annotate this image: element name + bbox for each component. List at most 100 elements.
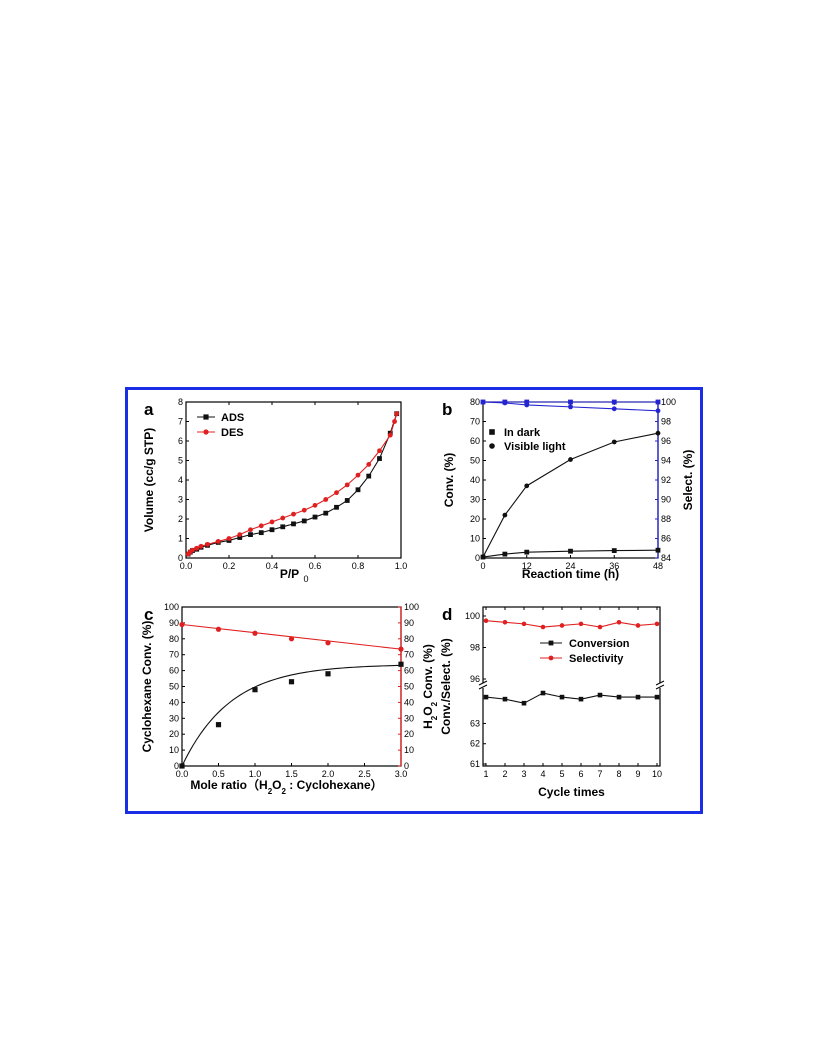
panel-a-ytick-label: 7: [178, 417, 183, 427]
panel-a-data-point: [334, 504, 339, 510]
panel-a-data-point: [392, 419, 397, 424]
panel-b-data-point: [655, 399, 661, 405]
panel-a-data-point: [301, 507, 307, 513]
figure-frame: 0.0 0.2 0.4 0.6 0.8 1.0 0 1 2 3 4 5 6 7 8 ADS DES P/P 0 Vol…: [125, 387, 703, 814]
panel-d-legend-marker: [548, 640, 554, 646]
panel-d-ytick-label: 96: [470, 674, 480, 684]
label-fragment: 2: [281, 787, 286, 796]
panel-a-legend-marker: [203, 429, 209, 435]
panel-a-xtick-label: 1.0: [395, 561, 408, 571]
panel-a-xtick-label: 0.6: [309, 561, 322, 571]
panel-d-data-point: [578, 621, 584, 627]
panel-b-ytick-label: 80: [470, 397, 480, 407]
panel-c-ytick-label: 60: [169, 666, 179, 676]
panel-d-data-point: [597, 692, 603, 698]
panel-c-ytick-label: 70: [169, 650, 179, 660]
panel-d-data-point: [559, 623, 565, 628]
panel-a-ytick-label: 6: [178, 436, 183, 446]
panel-c-ytick-label: 90: [169, 618, 179, 628]
panel-b-data-point: [655, 408, 661, 414]
panel-a-data-point: [190, 547, 195, 553]
panel-a-data-point: [387, 432, 393, 438]
panel-b-xtick-label: 12: [522, 561, 532, 571]
panel-d-data-point: [502, 620, 508, 625]
panel-a-xlabel-subscript: 0: [304, 574, 309, 584]
panel-b-xtick-label: 36: [609, 561, 619, 571]
panel-a-data-point: [205, 541, 210, 547]
label-fragment: O: [272, 778, 281, 792]
label-fragment: H: [421, 720, 435, 729]
panel-a-ytick-label: 2: [178, 514, 183, 524]
panel-a-data-point: [237, 532, 243, 537]
panel-b-ytick-label-right: 96: [661, 436, 671, 446]
panel-d-ytick-label: 62: [470, 739, 480, 749]
panel-a-data-point: [394, 411, 400, 417]
panel-b-ytick-label-right: 86: [661, 534, 671, 544]
panel-a-data-point: [323, 497, 329, 502]
panel-b-xlabel: Reaction time (h): [522, 567, 619, 581]
panel-a-legend-label: DES: [221, 427, 244, 439]
panel-a-xtick-label: 0.0: [180, 561, 193, 571]
panel-d-xtick-label: 1: [483, 769, 488, 779]
panel-a-data-point: [366, 462, 372, 467]
panel-b-ytick-label: 0: [475, 553, 480, 563]
panel-b-ytick-label: 40: [470, 475, 480, 485]
panel-d-axis-break-mark: [478, 684, 488, 690]
panel-c-xtick-label: 0.0: [176, 769, 189, 779]
panel-d-legend-marker: [548, 655, 554, 661]
panel-a-data-point: [258, 523, 264, 529]
panel-a-ytick-label: 5: [178, 456, 183, 466]
panel-c-xtick-label: 2.5: [358, 769, 371, 779]
panel-b-data-point: [524, 399, 530, 405]
label-fragment: Mole ratio（H: [190, 777, 267, 792]
panel-d-data-point: [540, 624, 546, 630]
panel-a-data-point: [269, 519, 275, 525]
panel-c-data-point: [398, 661, 404, 667]
panel-d-data-point: [654, 694, 660, 700]
panel-a-xlabel: P/P: [280, 567, 299, 581]
panel-d-ylabel: Conv./Select. (%): [439, 638, 453, 734]
panel-a-data-point: [334, 490, 339, 496]
panel-c-xtick-label: 1.0: [249, 769, 262, 779]
panel-d-xtick-label: 3: [521, 769, 526, 779]
panel-a-ytick-label: 1: [178, 534, 183, 544]
panel-c-ylabel-right: H2O2 Conv. (%): [421, 644, 439, 729]
panel-c-ytick-label: 50: [169, 682, 179, 692]
panel-d-xtick-label: 7: [597, 769, 602, 779]
panel-a-data-point: [355, 472, 361, 478]
panel-b-legend-label: In dark: [504, 427, 541, 439]
panel-b-legend-marker: [489, 443, 495, 449]
panel-b-legend-label: Visible light: [504, 441, 566, 453]
panel-c-ytick-label-right: 10: [404, 745, 414, 755]
panel-a-xtick-label: 0.8: [352, 561, 365, 571]
panel-c-ytick-label: 20: [169, 729, 179, 739]
label-fragment: Conv. (%): [421, 644, 435, 702]
panel-c-data-point: [325, 640, 331, 646]
panel-d-axis-break-mark: [478, 680, 488, 686]
panel-c-xtick-label: 3.0: [395, 769, 408, 779]
panel-b-ytick-label-right: 92: [661, 475, 671, 485]
panel-a-series-line: [187, 413, 398, 555]
panel-c-ytick-label: 40: [169, 697, 179, 707]
panel-b-data-point: [568, 457, 573, 462]
panel-a-data-point: [323, 510, 329, 516]
panel-d-data-point: [483, 694, 489, 700]
panel-a-xtick-label: 0.4: [266, 561, 279, 571]
panel-d-xtick-label: 9: [635, 769, 640, 779]
panel-d-data-point: [521, 700, 527, 706]
panel-c-ytick-label-right: 50: [404, 682, 414, 692]
panel-a-data-point: [377, 456, 382, 461]
panel-d-data-point: [502, 696, 508, 702]
panel-b-data-point: [611, 406, 617, 412]
panel-b-ylabel-right: Select. (%): [681, 450, 695, 511]
panel-a-data-point: [280, 524, 286, 530]
panel-a-data-point: [280, 515, 286, 521]
panel-d-axis-break-gap: [656, 683, 664, 688]
panel-b-ytick-label: 30: [470, 495, 480, 505]
panel-c-ytick-label-right: 100: [404, 602, 419, 612]
panel-c-xtick-label: 2.0: [322, 769, 335, 779]
panel-b-ytick-label: 10: [470, 534, 480, 544]
panel-a-data-point: [194, 545, 200, 551]
panel-c-data-point: [215, 722, 222, 728]
panel-b-data-point: [611, 548, 617, 553]
